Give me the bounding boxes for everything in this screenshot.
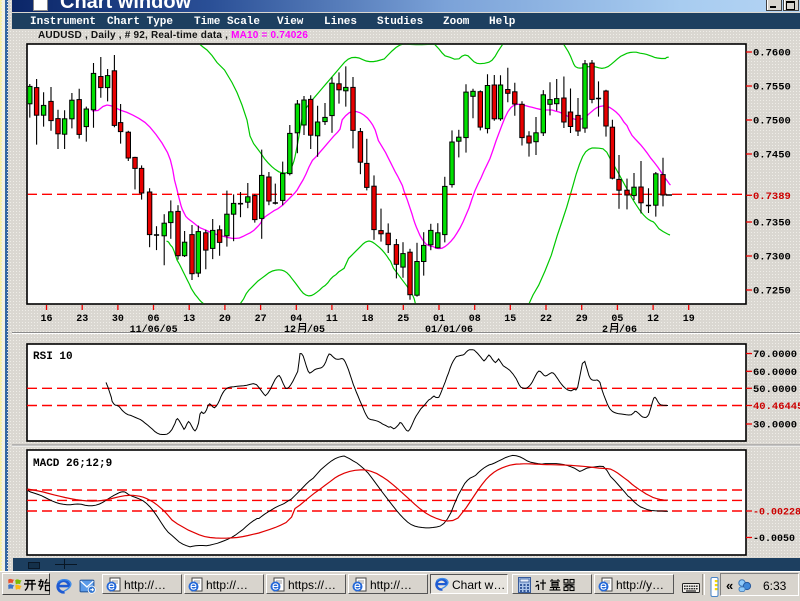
svg-text:0.7550: 0.7550 bbox=[753, 82, 791, 94]
svg-text:/06: /06 bbox=[619, 324, 637, 336]
svg-text:01/01/06: 01/01/06 bbox=[425, 324, 473, 336]
svg-text:-0.00228: -0.00228 bbox=[753, 508, 800, 519]
svg-text:06: 06 bbox=[147, 314, 159, 325]
svg-text:19: 19 bbox=[683, 314, 695, 325]
svg-text:18: 18 bbox=[362, 314, 374, 325]
svg-text:23: 23 bbox=[76, 314, 88, 325]
svg-text:01: 01 bbox=[433, 314, 445, 325]
svg-text:0.7300: 0.7300 bbox=[753, 252, 791, 264]
svg-text:60.0000: 60.0000 bbox=[753, 367, 797, 379]
svg-text:0.7389: 0.7389 bbox=[753, 191, 791, 203]
svg-text:29: 29 bbox=[576, 314, 588, 325]
svg-text:-0.0050: -0.0050 bbox=[753, 534, 795, 545]
svg-text:11: 11 bbox=[326, 314, 338, 325]
svg-text:30: 30 bbox=[112, 314, 124, 325]
svg-text:20: 20 bbox=[219, 314, 231, 325]
svg-text:16: 16 bbox=[40, 314, 52, 325]
svg-text:12: 12 bbox=[284, 325, 296, 336]
svg-text:12: 12 bbox=[647, 314, 659, 325]
svg-text:05: 05 bbox=[611, 314, 623, 325]
svg-text:25: 25 bbox=[397, 314, 409, 325]
svg-text:2: 2 bbox=[602, 325, 608, 336]
svg-text:0.7600: 0.7600 bbox=[753, 48, 791, 60]
svg-text:0.7450: 0.7450 bbox=[753, 150, 791, 162]
svg-text:27: 27 bbox=[255, 314, 267, 325]
svg-text:0.7500: 0.7500 bbox=[753, 116, 791, 128]
svg-text:04: 04 bbox=[290, 314, 302, 325]
svg-text:70.0000: 70.0000 bbox=[753, 349, 797, 361]
svg-text:/05: /05 bbox=[307, 324, 325, 336]
svg-text:08: 08 bbox=[469, 314, 481, 325]
svg-text:22: 22 bbox=[540, 314, 552, 325]
svg-text:0.7350: 0.7350 bbox=[753, 218, 791, 230]
svg-text:0.7250: 0.7250 bbox=[753, 286, 791, 298]
svg-text:13: 13 bbox=[183, 314, 195, 325]
svg-text:30.0000: 30.0000 bbox=[753, 420, 797, 432]
svg-text:11/06/05: 11/06/05 bbox=[130, 324, 178, 336]
svg-text:RSI 10: RSI 10 bbox=[33, 351, 73, 363]
svg-text:40.46445: 40.46445 bbox=[753, 401, 800, 413]
svg-text:50.0000: 50.0000 bbox=[753, 384, 797, 396]
svg-text:MACD 26;12;9: MACD 26;12;9 bbox=[33, 458, 112, 470]
svg-text:15: 15 bbox=[504, 314, 516, 325]
